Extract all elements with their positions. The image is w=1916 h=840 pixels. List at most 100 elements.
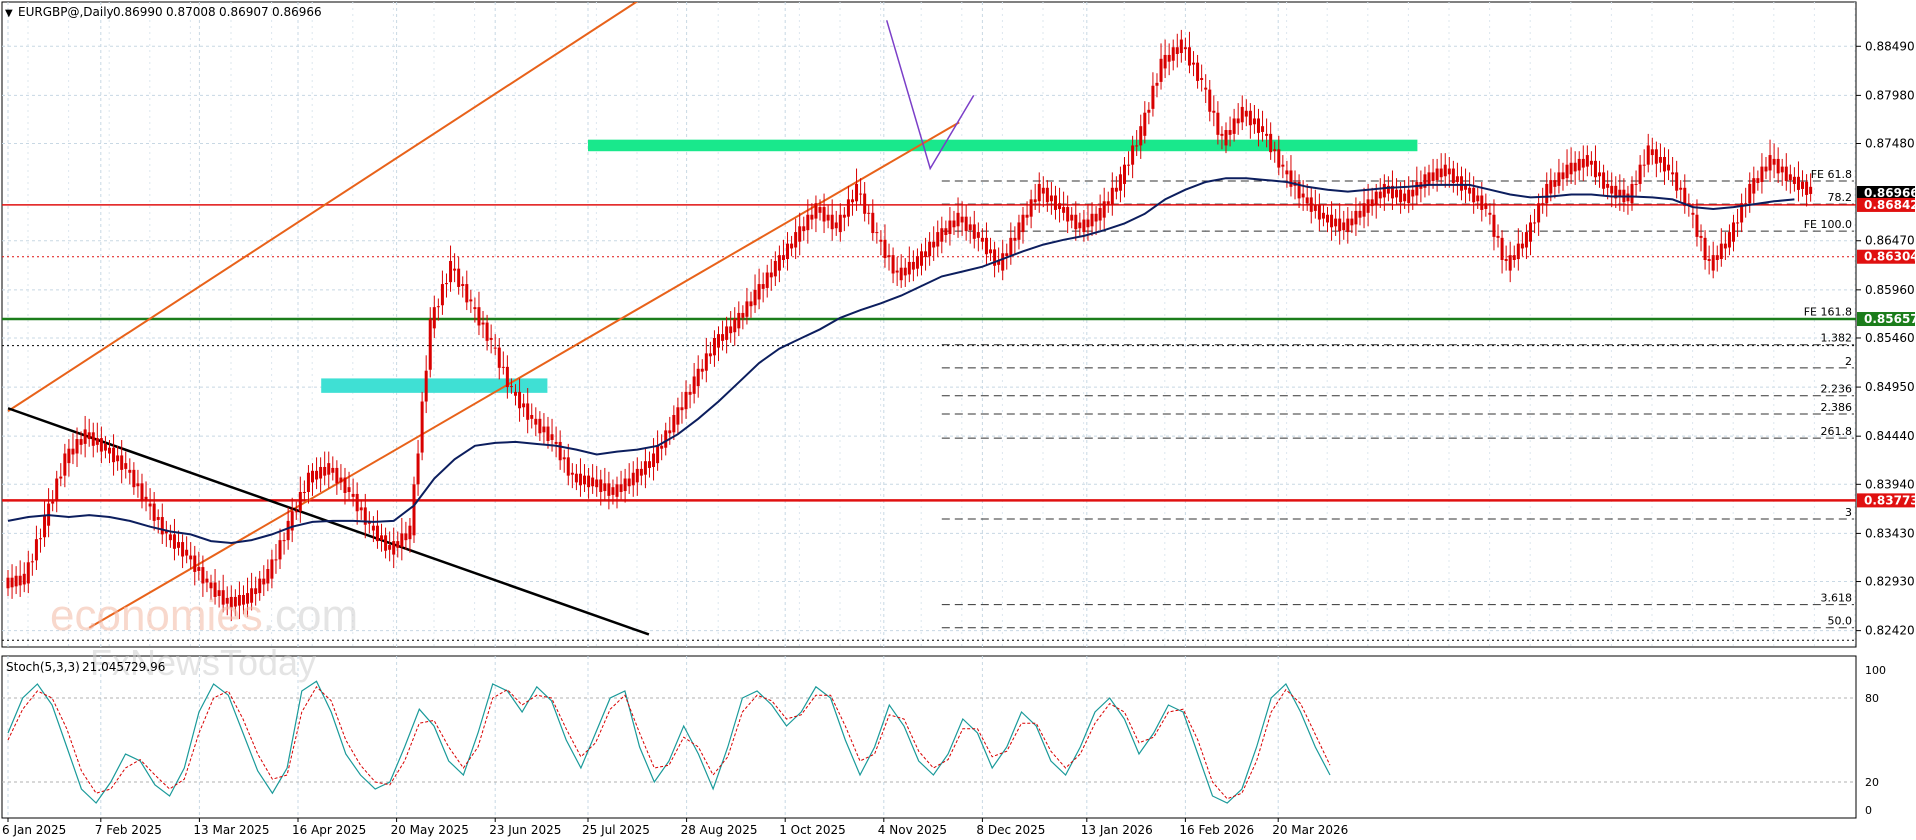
y-tick-label: 0.83430 — [1865, 526, 1915, 540]
candle-body — [59, 476, 63, 479]
candle-body — [761, 284, 765, 289]
candle-body — [1593, 160, 1597, 178]
candle-body — [1118, 174, 1122, 191]
candle-body — [465, 284, 469, 303]
y-tick-label: 0.85460 — [1865, 331, 1915, 345]
candle-body — [181, 542, 185, 557]
candle-body — [558, 441, 562, 461]
stoch-grid — [2, 656, 1856, 818]
menu-arrow-icon[interactable]: ▼ — [5, 8, 13, 19]
candle-body — [1029, 199, 1033, 217]
candle-body — [903, 267, 907, 276]
candle-body — [830, 214, 834, 230]
candle-body — [526, 403, 530, 420]
ohlc-open: 0.86990 — [113, 5, 163, 19]
candle-body — [806, 214, 810, 231]
price-axis[interactable]: 0.88490 0.87980 0.87480 0.86470 0.85960 0.854… — [1856, 39, 1915, 638]
candle-body — [587, 475, 591, 488]
candle-body — [286, 520, 290, 541]
candle-body — [1090, 213, 1094, 227]
candle-body — [1512, 255, 1516, 260]
candle-body — [704, 353, 708, 371]
candle-body — [1273, 149, 1277, 152]
candle-body — [323, 466, 327, 476]
candle-body — [1025, 214, 1029, 218]
candle-body — [420, 401, 424, 453]
candle-body — [1435, 168, 1439, 181]
candle-body — [290, 511, 294, 531]
candle-body — [1228, 130, 1232, 135]
candle-body — [842, 214, 846, 218]
candle-body — [1634, 183, 1638, 185]
candle-body — [1699, 235, 1703, 238]
candle-body — [1390, 185, 1394, 199]
candle-body — [1504, 259, 1508, 261]
candle-body — [790, 243, 794, 249]
stoch-label: Stoch(5,3,3) — [6, 660, 80, 674]
candle-body — [1537, 203, 1541, 223]
candle-body — [108, 447, 111, 454]
candle-body — [1135, 145, 1139, 147]
candle-body — [627, 478, 631, 487]
candle-body — [1338, 218, 1342, 232]
candle-body — [1671, 172, 1675, 175]
candle-body — [733, 318, 737, 333]
candle-body — [936, 232, 940, 247]
candle-body — [1801, 181, 1805, 189]
stoch-main-line — [7, 680, 1331, 804]
candle-body — [850, 199, 854, 203]
candle-body — [436, 306, 440, 308]
candle-body — [103, 443, 107, 451]
candle-body — [1330, 214, 1334, 228]
candle-body — [1179, 39, 1183, 54]
stoch-scale-label: 0 — [1865, 804, 1872, 817]
candle-body — [623, 478, 627, 492]
candle-body — [363, 507, 367, 525]
candle-body — [1573, 162, 1577, 172]
candle-body — [1439, 168, 1443, 178]
candle-body — [1630, 183, 1634, 204]
candle-body — [400, 533, 404, 547]
candle-body — [1301, 193, 1305, 198]
candle-body — [489, 337, 493, 340]
candle-body — [1175, 47, 1179, 54]
candle-body — [1796, 176, 1800, 190]
candle-body — [254, 588, 258, 595]
candle-body — [217, 590, 221, 596]
candle-body — [1216, 112, 1220, 135]
candle-body — [95, 438, 99, 445]
candle-body — [1472, 187, 1476, 203]
candle-body — [1001, 253, 1005, 271]
candle-body — [1695, 214, 1699, 237]
candle-body — [34, 539, 38, 561]
candle-body — [1224, 130, 1228, 146]
candle-body — [1740, 203, 1744, 223]
candle-body — [578, 473, 582, 486]
candle-body — [879, 239, 883, 242]
candle-body — [1114, 187, 1118, 192]
watermark-line2-accent: Fx — [90, 642, 130, 683]
candle-body — [546, 426, 550, 441]
candle-body — [197, 567, 201, 571]
candle-body — [67, 448, 71, 464]
candle-body — [1062, 207, 1066, 213]
resistance-zone — [588, 139, 1418, 152]
time-axis[interactable]: 6 Jan 2025 7 Feb 2025 13 Mar 2025 16 Apr 20… — [2, 818, 1348, 837]
candle-body — [566, 457, 570, 476]
candle-body — [1334, 218, 1338, 227]
x-tick-label: 20 Mar 2026 — [1272, 823, 1348, 837]
x-tick-label: 16 Apr 2025 — [292, 823, 366, 837]
candle-body — [964, 216, 968, 232]
candle-body — [1760, 166, 1764, 183]
candle-body — [1248, 110, 1252, 126]
y-tick-label: 0.87980 — [1865, 88, 1915, 102]
candle-body — [631, 472, 635, 486]
candle-body — [554, 441, 558, 444]
candle-body — [172, 534, 176, 549]
candle-body — [997, 260, 1001, 265]
candle-body — [1496, 235, 1500, 238]
candle-body — [741, 312, 745, 318]
candle-body — [1756, 178, 1760, 183]
candle-body — [550, 434, 554, 441]
